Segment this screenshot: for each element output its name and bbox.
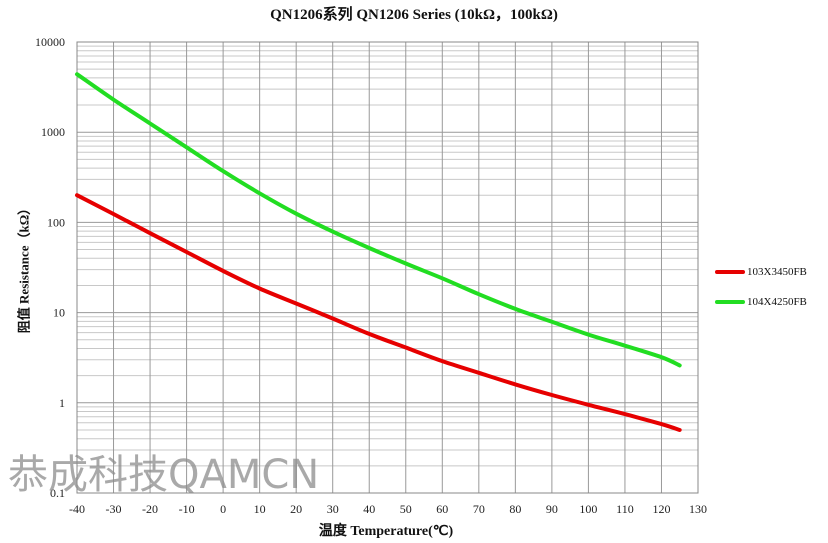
major-gridlines — [76, 41, 699, 494]
minor-gridlines — [77, 45, 698, 467]
y-tick-label: 0.1 — [50, 486, 65, 500]
x-tick-label: -30 — [106, 502, 122, 516]
series-line-104x4250fb — [75, 72, 682, 368]
x-tick-label: -10 — [179, 502, 195, 516]
chart-title: QN1206系列 QN1206 Series (10kΩ，100kΩ) — [270, 7, 558, 23]
legend-swatch-red — [715, 270, 745, 274]
y-axis-label: 阻值 Resistance（kΩ） — [16, 201, 32, 334]
x-tick-label: 70 — [473, 502, 485, 516]
x-tick-label: 0 — [220, 502, 226, 516]
legend-item-104x4250fb: 104X4250FB — [715, 294, 807, 310]
y-tick-label: 1000 — [41, 125, 65, 139]
y-tick-label: 100 — [47, 215, 65, 229]
y-tick-label: 10000 — [35, 35, 65, 49]
x-axis-ticks: -40 -30 -20 -10 0 10 20 30 40 50 60 70 80 90 100 110 120… — [69, 502, 707, 516]
x-tick-label: 10 — [254, 502, 266, 516]
y-axis-ticks: 0.1 1 10 100 1000 10000 — [35, 35, 65, 500]
x-tick-label: 130 — [689, 502, 707, 516]
x-tick-label: 20 — [290, 502, 302, 516]
x-tick-label: 100 — [579, 502, 597, 516]
y-tick-label: 1 — [59, 396, 65, 410]
x-tick-label: 90 — [546, 502, 558, 516]
x-tick-label: 40 — [363, 502, 375, 516]
series-line-103x3450fb — [75, 193, 682, 432]
x-tick-label: 120 — [652, 502, 670, 516]
plot-border — [76, 41, 699, 494]
x-axis-label: 温度 Temperature(℃) — [318, 524, 454, 539]
x-tick-label: -20 — [142, 502, 158, 516]
legend-label: 103X3450FB — [747, 266, 807, 278]
x-tick-label: -40 — [69, 502, 85, 516]
legend-item-103x3450fb: 103X3450FB — [715, 264, 807, 280]
x-tick-label: 60 — [436, 502, 448, 516]
legend: 103X3450FB 104X4250FB — [715, 264, 807, 324]
legend-swatch-green — [715, 300, 745, 304]
data-series — [75, 72, 682, 432]
x-tick-label: 30 — [327, 502, 339, 516]
x-tick-label: 110 — [616, 502, 634, 516]
y-tick-label: 10 — [53, 306, 65, 320]
x-tick-label: 80 — [509, 502, 521, 516]
x-tick-label: 50 — [400, 502, 412, 516]
watermark: 恭成科技QAMCN — [8, 452, 320, 498]
legend-label: 104X4250FB — [747, 296, 807, 308]
